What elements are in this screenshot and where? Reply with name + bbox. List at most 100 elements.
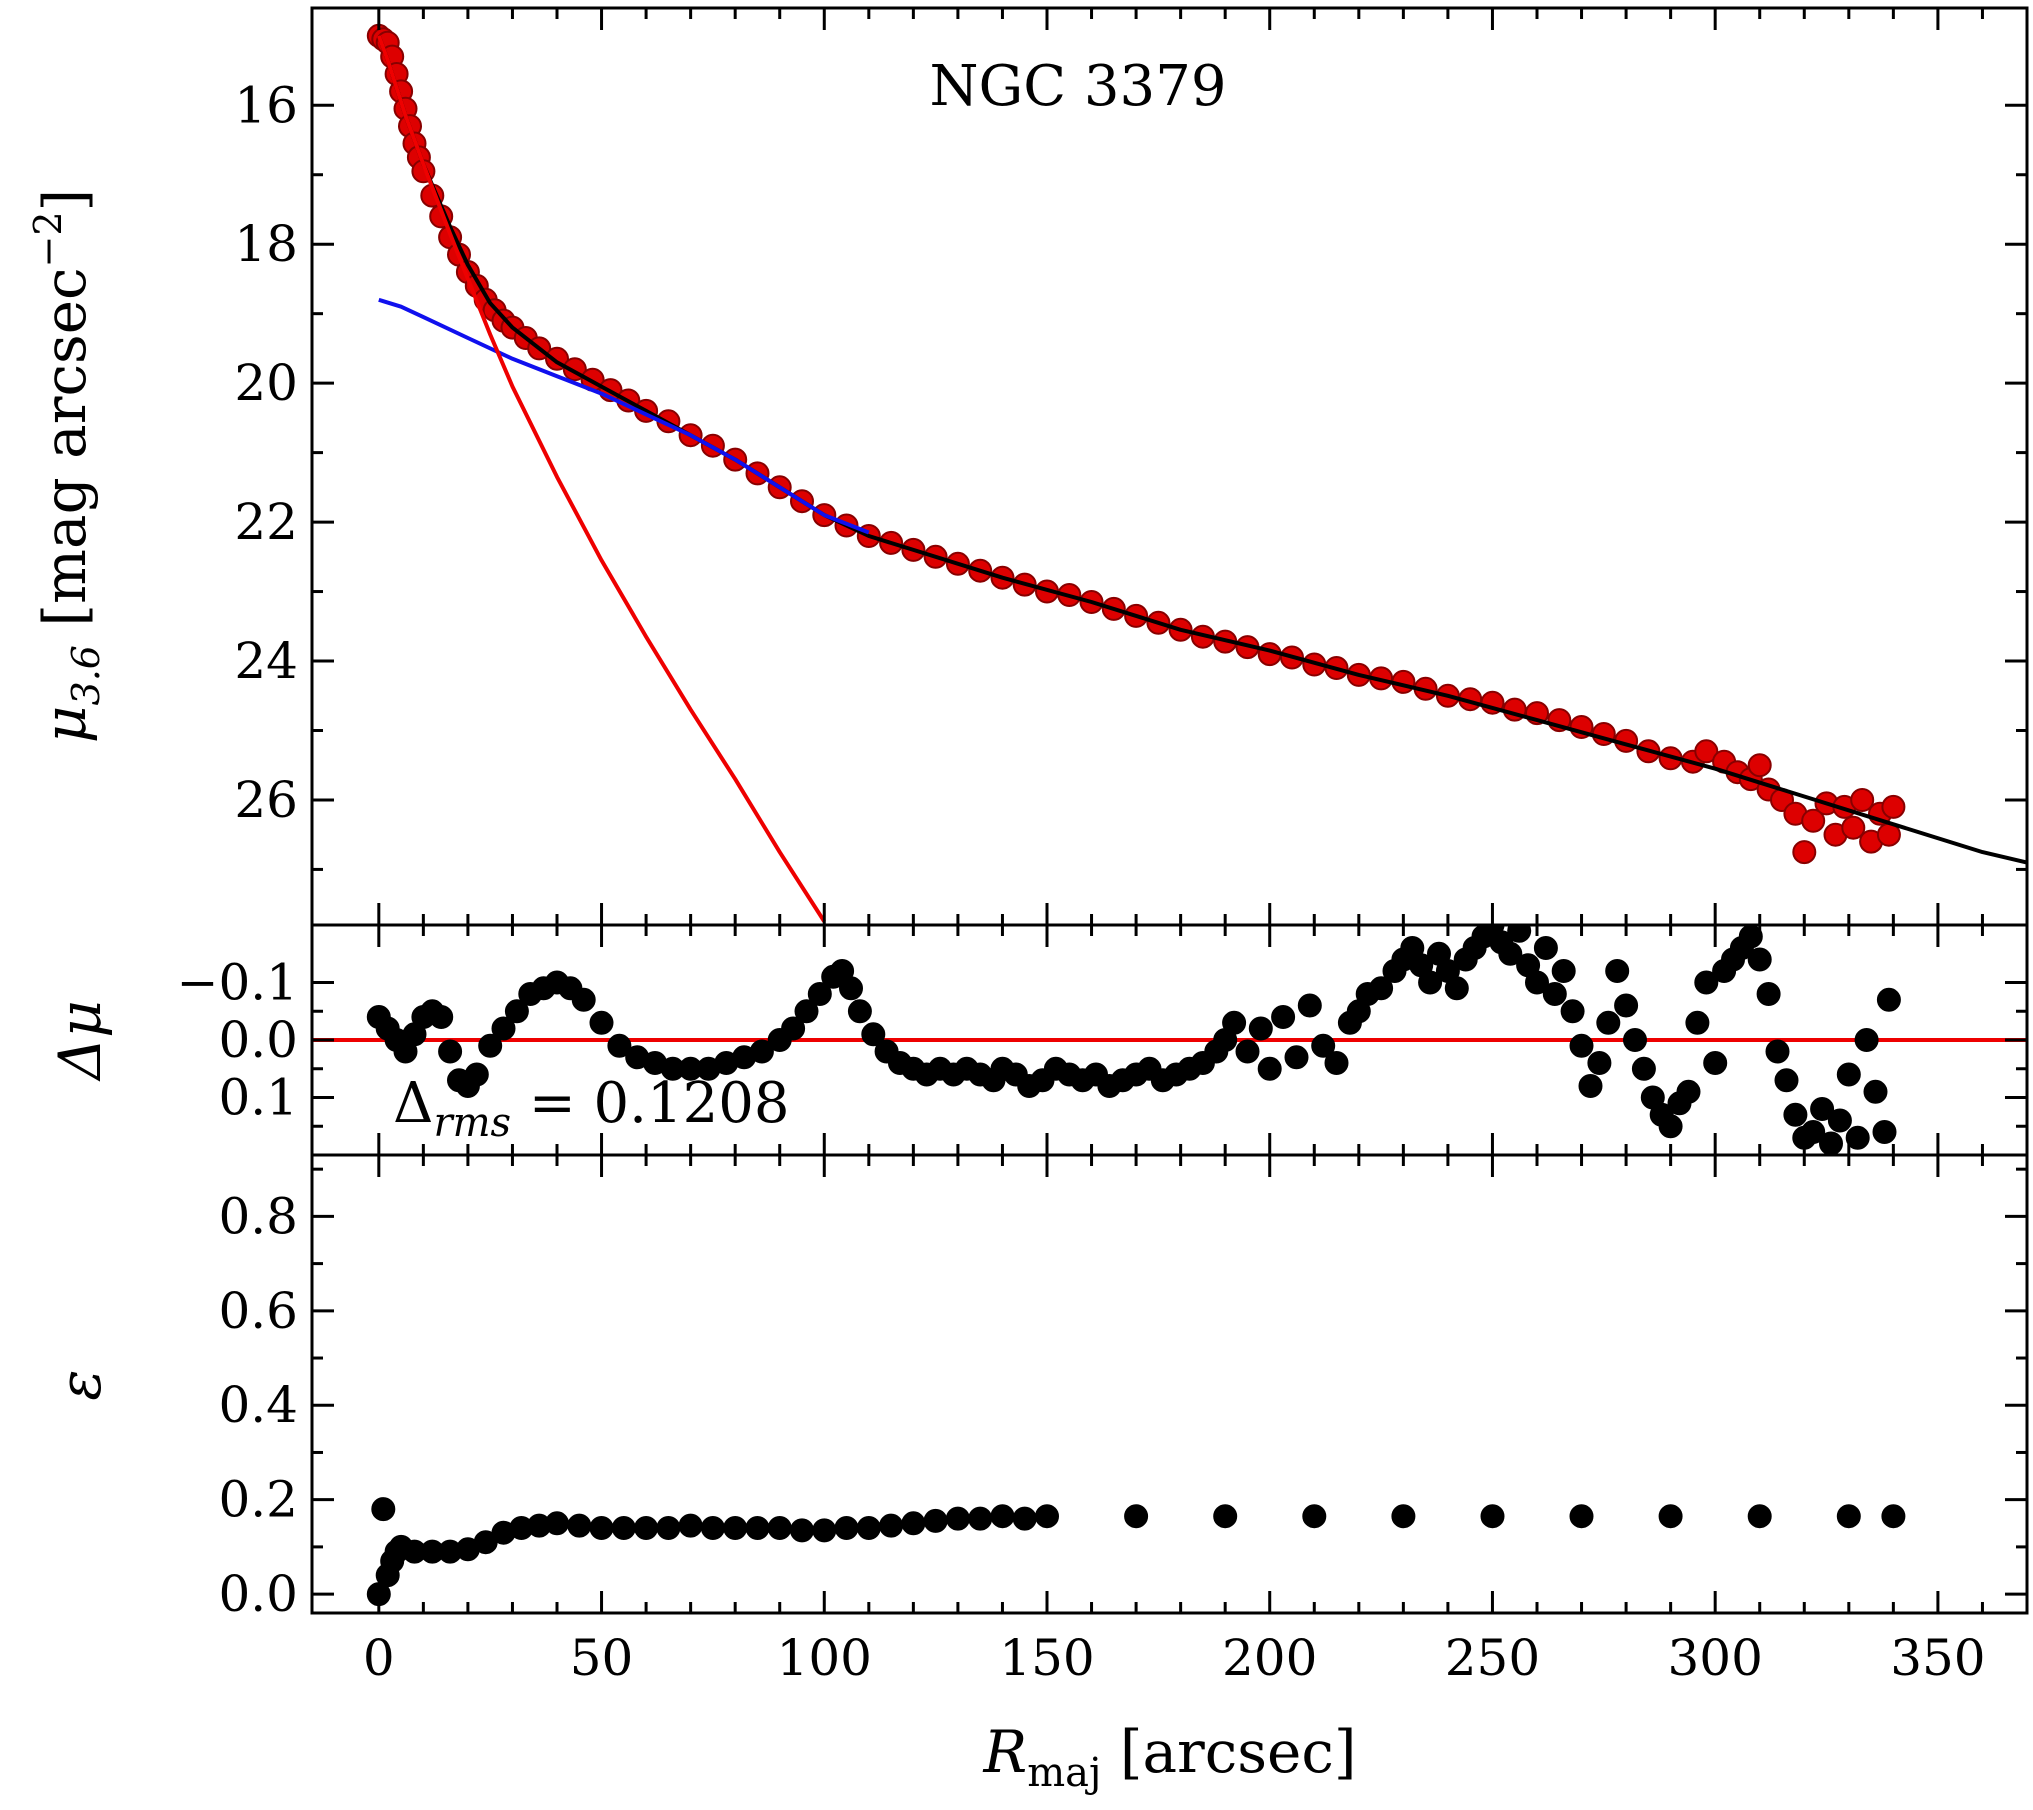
residuals-series	[366, 925, 1901, 1155]
ellipticity-panel: 0.00.20.40.60.8 0 50 100 150 200 250 300 350 ε …	[46, 1153, 2029, 1796]
residuals-residuals-point	[1498, 941, 1523, 966]
ellipticity-ellipticity-point	[968, 1506, 993, 1531]
residuals-residuals-point	[491, 1016, 516, 1041]
residuals-residuals-point	[1324, 1051, 1349, 1075]
x-tick-label: 200	[1222, 1629, 1317, 1687]
residuals-residuals-point	[1783, 1102, 1808, 1127]
residuals-residuals-point	[1774, 1068, 1799, 1093]
residuals-residuals-point	[1507, 925, 1532, 943]
surface-brightness-data-point	[1881, 794, 1906, 819]
rms-delta: Δ	[393, 1071, 433, 1136]
surface-brightness-y-tick-label: 20	[234, 354, 298, 412]
ellipticity-y-ticks: 0.0 0.2 0.4 0.6 0.8	[218, 1167, 2027, 1623]
surface-brightness-Sersic-component-line	[376, 35, 826, 923]
ellipticity-ellipticity-point	[1302, 1504, 1327, 1529]
x-label-unit: [arcsec]	[1101, 1718, 1356, 1786]
residuals-residuals-point	[607, 1033, 632, 1058]
ellipticity-ellipticity-point	[589, 1516, 614, 1540]
residuals-residuals-point	[1836, 1062, 1861, 1087]
residuals-residuals-point	[1560, 999, 1585, 1024]
residuals-residuals-point	[1819, 1131, 1843, 1155]
ellipticity-ellipticity-point	[611, 1516, 636, 1540]
residuals-residuals-point	[1685, 1010, 1710, 1035]
residuals-residuals-point	[1703, 1051, 1728, 1075]
ellipticity-ellipticity-point	[567, 1513, 592, 1538]
residuals-residuals-point	[1827, 1108, 1852, 1133]
residuals-residuals-point	[1631, 1056, 1656, 1081]
residuals-residuals-point	[1311, 1033, 1336, 1058]
residuals-residuals-point	[1801, 1120, 1826, 1144]
ellipticity-y-tick-label: 0.6	[218, 1282, 298, 1340]
ellipticity-ellipticity-point	[1747, 1504, 1772, 1529]
rms-value: = 0.1208	[511, 1071, 789, 1136]
ellipticity-ellipticity-point	[790, 1518, 814, 1543]
residuals-residuals-point	[571, 987, 596, 1012]
ellipticity-ellipticity-point	[678, 1513, 703, 1538]
surface-brightness-x-ticks	[377, 8, 1984, 925]
surface-brightness-y-label: μ3.6 [mag arcsec−2]	[26, 189, 108, 743]
residuals-residuals-point	[504, 999, 529, 1024]
x-label-sub: maj	[1027, 1750, 1101, 1796]
residuals-residuals-point	[1257, 1056, 1282, 1081]
ellipticity-ellipticity-point	[1012, 1506, 1037, 1531]
residuals-residuals-point	[1587, 1051, 1612, 1075]
ellipticity-ellipticity-point	[1658, 1504, 1683, 1529]
residuals-residuals-point	[1623, 1028, 1647, 1052]
ellipticity-frame	[310, 1153, 2029, 1615]
residuals-residuals-point	[1297, 993, 1322, 1018]
ellipticity-y-label: ε	[46, 1369, 114, 1400]
x-tick-label: 100	[777, 1629, 872, 1687]
ellipticity-ellipticity-point	[990, 1504, 1015, 1529]
surface-brightness-y-tick-label: 16	[234, 76, 298, 134]
residuals-residuals-point	[1235, 1039, 1260, 1064]
ellipticity-ellipticity-point	[745, 1516, 770, 1540]
residuals-residuals-point	[1578, 1074, 1603, 1098]
x-axis-label: Rmaj [arcsec]	[983, 1718, 1357, 1796]
residuals-residuals-point	[1854, 1028, 1879, 1052]
residuals-residuals-point	[1756, 982, 1781, 1006]
residuals-x-ticks	[377, 925, 1984, 1155]
y-label-sub: 3.6	[64, 645, 108, 705]
ellipticity-ellipticity-point	[879, 1513, 904, 1538]
residuals-residuals-point	[1765, 1039, 1790, 1064]
surface-brightness-data-point	[1841, 815, 1866, 840]
residuals-y-tick-label: 0.1	[218, 1069, 298, 1127]
ellipticity-y-tick-label: 0.2	[218, 1471, 298, 1529]
ellipticity-ellipticity-point	[812, 1518, 837, 1543]
ellipticity-ellipticity-point	[856, 1516, 881, 1540]
ellipticity-series	[366, 1497, 1906, 1607]
ellipticity-y-tick-label: 0.8	[218, 1187, 298, 1245]
residuals-residuals-point	[1418, 970, 1443, 995]
surface-brightness-data-point	[1801, 808, 1826, 833]
residuals-residuals-point	[1525, 970, 1549, 995]
ellipticity-ellipticity-point	[371, 1497, 396, 1522]
residuals-residuals-point	[1694, 970, 1719, 995]
residuals-residuals-point	[1872, 1120, 1897, 1144]
x-tick-label: 150	[999, 1629, 1094, 1687]
ellipticity-ellipticity-point	[1391, 1504, 1416, 1529]
ellipticity-ellipticity-point	[545, 1511, 569, 1536]
residuals-y-tick-label: 0.0	[218, 1011, 298, 1069]
ellipticity-ellipticity-point	[901, 1511, 926, 1536]
residuals-residuals-point	[1747, 947, 1772, 972]
residuals-residuals-point	[1863, 1079, 1888, 1104]
ellipticity-x-ticks: 0 50 100 150 200 250 300 350	[363, 1155, 1986, 1687]
residuals-residuals-point	[749, 1039, 774, 1064]
ellipticity-ellipticity-point	[1836, 1504, 1861, 1529]
residuals-residuals-point	[464, 1062, 489, 1087]
x-tick-label: 50	[570, 1629, 634, 1687]
residuals-y-label: Δμ	[46, 1000, 114, 1082]
x-tick-label: 300	[1667, 1629, 1762, 1687]
surface-brightness-y-tick-label: 22	[234, 493, 298, 551]
y-label-end: ]	[31, 189, 99, 212]
surface-brightness-data-point	[1850, 788, 1875, 812]
x-tick-label: 250	[1445, 1629, 1540, 1687]
rms-sub: rms	[433, 1100, 511, 1146]
surface-brightness-series	[366, 23, 2027, 923]
residuals-residuals-point	[438, 1039, 463, 1064]
surface-brightness-exponential-component-line	[378, 297, 870, 535]
residuals-residuals-point	[429, 1005, 454, 1029]
residuals-y-tick-label: −0.1	[177, 954, 298, 1012]
residuals-residuals-point	[1810, 1097, 1835, 1121]
